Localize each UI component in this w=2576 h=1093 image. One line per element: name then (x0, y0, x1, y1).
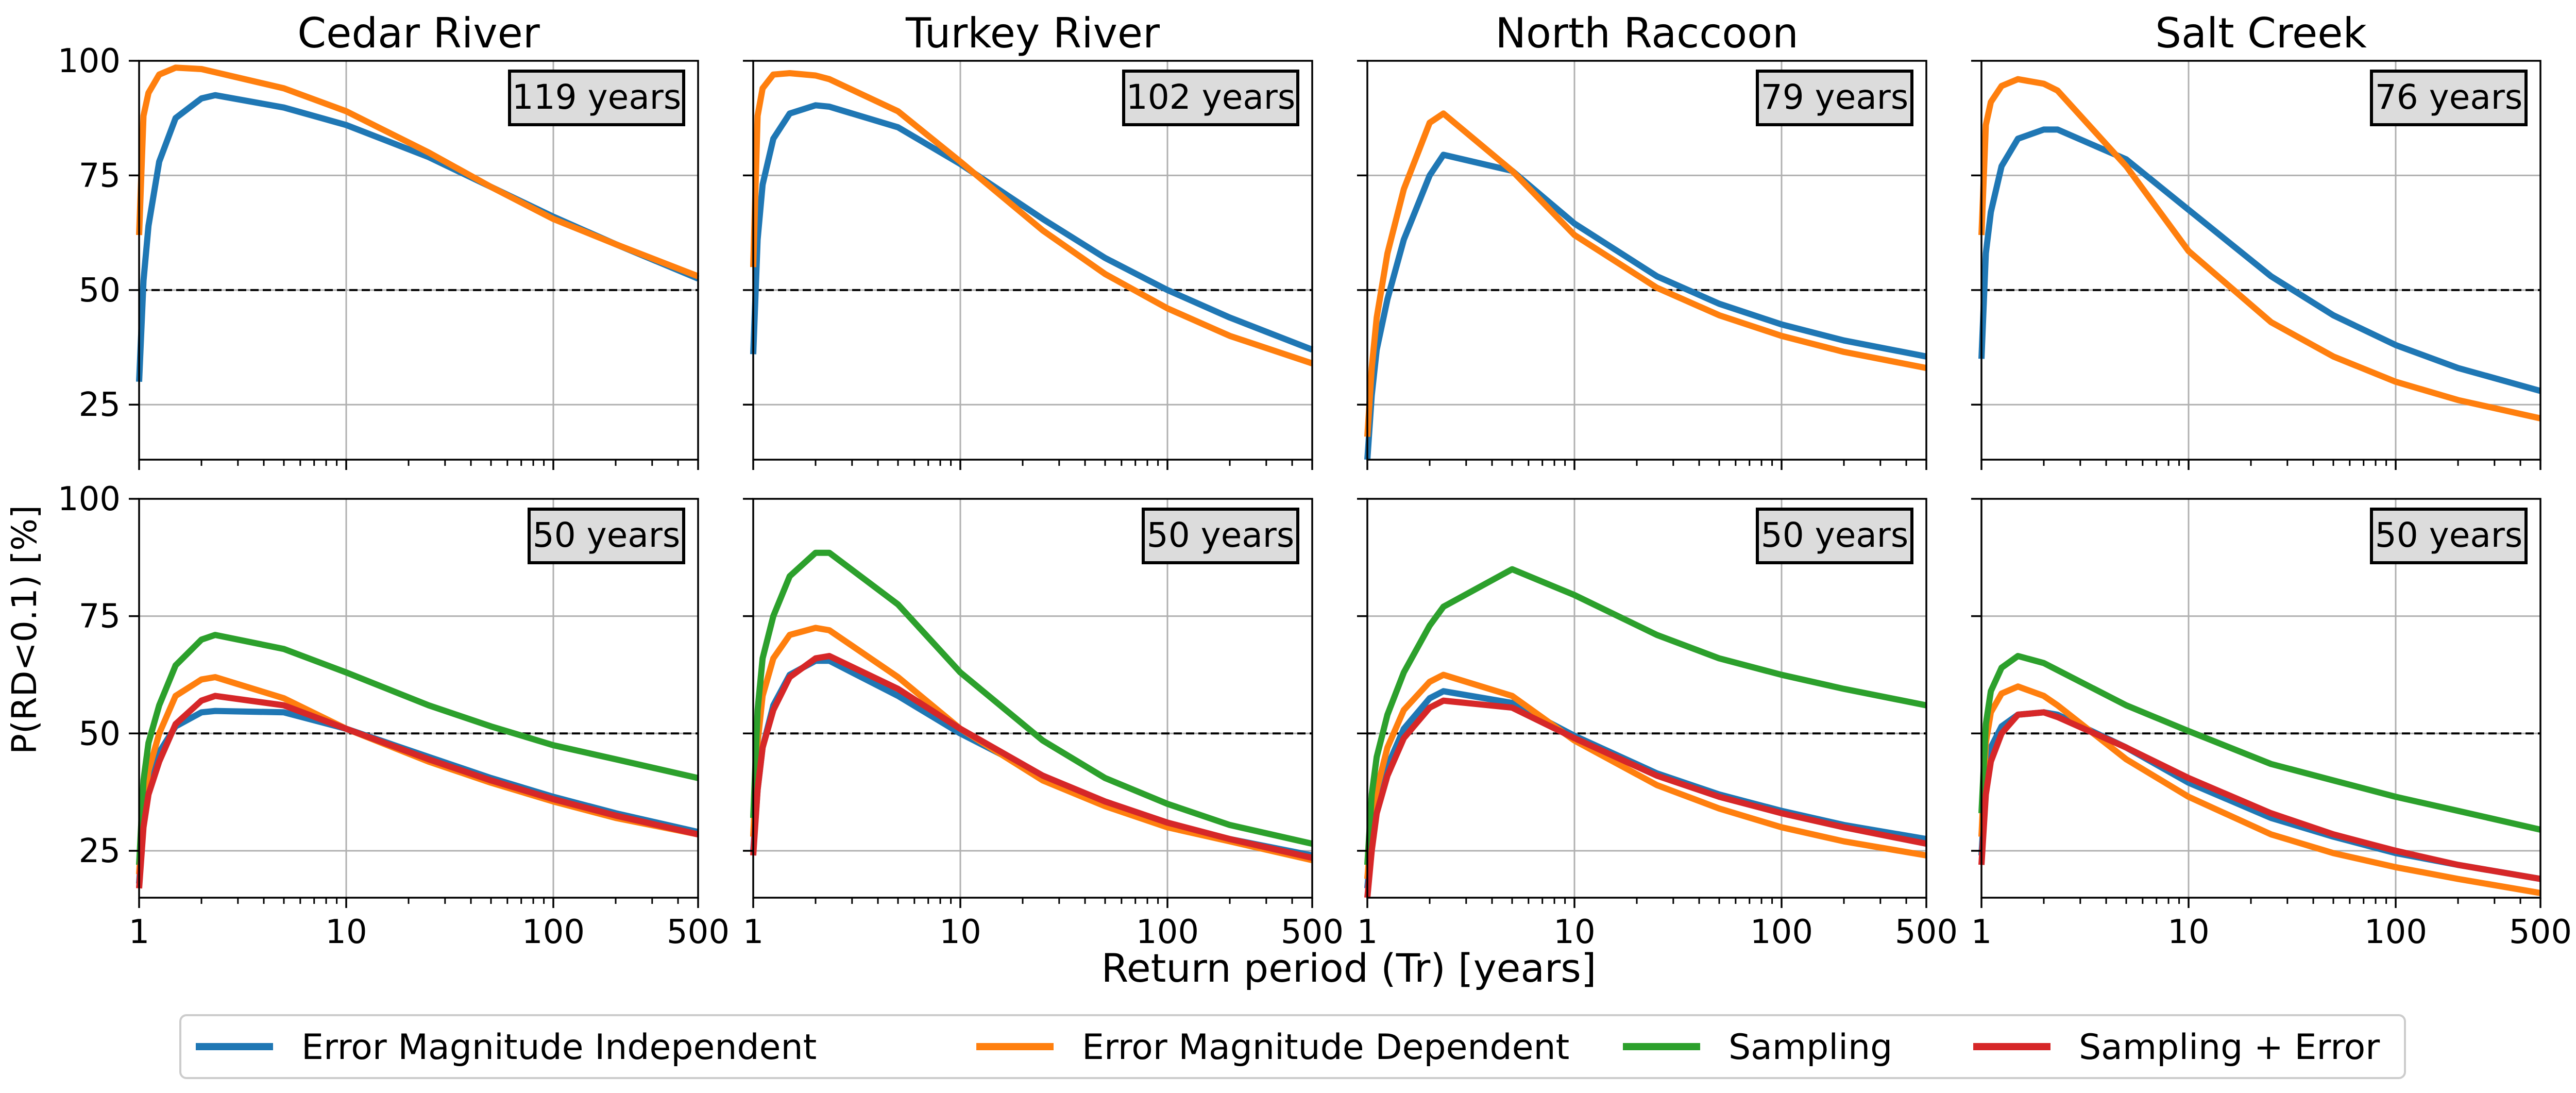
axes-frame (1980, 498, 2541, 899)
x-tick-label: 100 (522, 913, 585, 951)
record-length-badge (508, 70, 685, 126)
record-length-badge (2370, 508, 2528, 564)
axes-frame (138, 498, 699, 899)
x-tick-label: 100 (2364, 913, 2427, 951)
x-tick-label: 1 (743, 913, 764, 951)
x-tick-label: 100 (1750, 913, 1813, 951)
series-line-error-magnitude-independent (1978, 709, 2541, 882)
x-tick-label: 100 (1136, 913, 1199, 951)
panel-title: Turkey River (905, 9, 1160, 57)
series-line-error-magnitude-independent (1978, 126, 2541, 394)
panel-bottom-3: 1 10 100 500 50 years (1357, 498, 1958, 951)
record-length-badge (1122, 70, 1299, 126)
record-length-label: 50 years (1147, 515, 1295, 555)
record-length-badge (1142, 508, 1299, 564)
panel-bottom-1: 1 10 100 500 25 50 75 100 50 years (58, 480, 730, 951)
series-line-sampling-error (136, 693, 699, 889)
series-line-error-magnitude-dependent (750, 70, 1313, 366)
y-tick-label: 50 (79, 715, 121, 753)
axes-frame (752, 498, 1313, 899)
x-tick-label: 1 (129, 913, 150, 951)
y-axis-label: P(RD<0.1) [%] (5, 505, 44, 754)
record-length-badge (1756, 70, 1913, 126)
series-line-error-magnitude-independent (1364, 152, 1927, 460)
record-length-label: 79 years (1761, 77, 1909, 117)
record-length-label: 50 years (533, 515, 681, 555)
series-line-error-magnitude-dependent (136, 64, 700, 279)
panel-top-3: North Raccoon 79 years (1357, 9, 1927, 470)
legend-label: Error Magnitude Dependent (1082, 1027, 1569, 1068)
series-line-sampling (1364, 566, 1927, 865)
series-line-error-magnitude-independent (136, 708, 699, 884)
panels: 25 50 75 100 Cedar River 119 years Turkey Rive… (58, 9, 2572, 951)
x-axis-label: Return period (Tr) [years] (1101, 945, 1596, 991)
legend-label: Error Magnitude Independent (301, 1027, 817, 1068)
record-length-label: 76 years (2375, 77, 2523, 117)
series-line-error-magnitude-independent (136, 92, 700, 382)
series-line-sampling-error (750, 653, 1313, 861)
panel-title: Salt Creek (2155, 9, 2367, 57)
panel-title: Cedar River (297, 9, 540, 57)
panel-bottom-2: 1 10 100 500 50 years (743, 498, 1344, 951)
panel-bottom-4: 1 10 100 500 50 years (1971, 498, 2572, 951)
y-tick-label: 75 (79, 598, 121, 636)
record-length-badge (528, 508, 685, 564)
y-tick-label: 25 (79, 832, 121, 870)
axes-frame (1366, 60, 1927, 461)
series-line-sampling (750, 549, 1313, 847)
y-tick-label: 100 (58, 42, 121, 80)
panel-top-2: Turkey River 102 years (743, 9, 1314, 470)
y-tick-label: 100 (58, 480, 121, 518)
legend-frame (179, 1014, 2406, 1079)
series-line-sampling-error (1364, 697, 1927, 898)
series-line-error-magnitude-dependent (1978, 76, 2541, 422)
record-length-label: 50 years (1761, 515, 1909, 555)
y-tick-label: 50 (79, 272, 121, 310)
x-tick-label: 10 (1553, 913, 1595, 951)
panel-title: North Raccoon (1495, 9, 1799, 57)
series-line-sampling (136, 632, 699, 865)
record-length-label: 50 years (2375, 515, 2523, 555)
legend-label: Sampling (1728, 1027, 1892, 1068)
x-tick-label: 500 (667, 913, 730, 951)
axes-frame (1980, 60, 2541, 461)
grid (1367, 499, 1926, 898)
series-line-sampling (1978, 653, 2541, 833)
legend: Error Magnitude Independent Error Magnitu… (179, 1014, 2406, 1079)
x-tick-label: 10 (2167, 913, 2209, 951)
axes-frame (752, 60, 1313, 461)
series-line-error-magnitude-independent (1364, 688, 1927, 889)
series-line-error-magnitude-dependent (750, 625, 1313, 864)
series-line-error-magnitude-dependent (1364, 110, 1927, 437)
record-length-label: 119 years (512, 77, 682, 117)
legend-entries: Error Magnitude Independent Error Magnitu… (196, 1027, 2380, 1068)
record-length-badge (2370, 70, 2528, 126)
axes-frame (1366, 498, 1927, 899)
y-tick-label: 75 (79, 157, 121, 195)
x-tick-label: 500 (1895, 913, 1958, 951)
record-length-label: 102 years (1126, 77, 1296, 117)
series-line-error-magnitude-independent (750, 102, 1314, 355)
series-line-error-magnitude-dependent (1364, 671, 1927, 880)
x-tick-label: 500 (2509, 913, 2572, 951)
axes-frame (138, 60, 699, 461)
panel-top-1: 25 50 75 100 Cedar River 119 years (58, 9, 700, 470)
x-tick-label: 500 (1281, 913, 1344, 951)
x-tick-label: 1 (1971, 913, 1992, 951)
series-line-sampling-error (1978, 709, 2541, 882)
y-tick-label: 25 (79, 386, 121, 424)
legend-label: Sampling + Error (2079, 1027, 2380, 1068)
record-length-badge (1756, 508, 1913, 564)
x-tick-label: 10 (939, 913, 981, 951)
series-line-error-magnitude-dependent (136, 674, 699, 875)
x-tick-label: 1 (1357, 913, 1378, 951)
x-tick-label: 10 (325, 913, 367, 951)
